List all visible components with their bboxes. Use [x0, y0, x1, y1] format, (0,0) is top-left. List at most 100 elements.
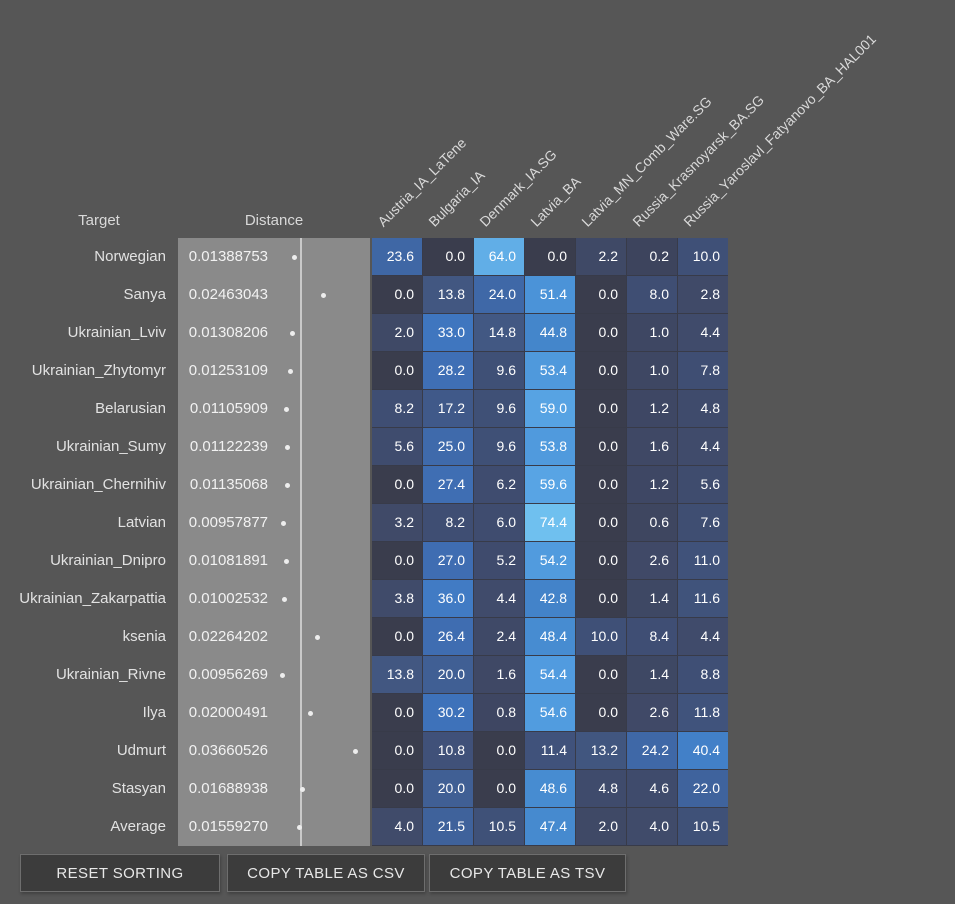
heatmap-cell: 64.0: [474, 238, 524, 275]
distance-dot: [308, 710, 314, 716]
heatmap-cell: 36.0: [423, 580, 473, 617]
heatmap-cell: 4.8: [576, 770, 626, 807]
heatmap-cell: 20.0: [423, 770, 473, 807]
heatmap-cell: 53.4: [525, 352, 575, 389]
heatmap-cell: 28.2: [423, 352, 473, 389]
heatmap-cell: 13.8: [423, 276, 473, 313]
distance-value: 0.02463043: [188, 286, 268, 303]
distance-value: 0.03660526: [188, 742, 268, 759]
distance-dot: [352, 748, 358, 754]
heatmap-cell: 5.2: [474, 542, 524, 579]
target-row-label: Ukrainian_Dnipro: [50, 552, 166, 569]
heatmap-cell: 0.0: [576, 314, 626, 351]
heatmap-cell: 10.0: [678, 238, 728, 275]
heatmap-cell: 5.6: [678, 466, 728, 503]
reset-sorting-button[interactable]: RESET SORTING: [20, 854, 220, 892]
heatmap-cell: 0.0: [372, 694, 422, 731]
heatmap-cell: 0.0: [576, 428, 626, 465]
heatmap-cell: 4.6: [627, 770, 677, 807]
admixture-heatmap: 23.6 0.0 64.0 0.0 2.2 0.2 10.0 0.0 13.8 24.0 51.4 0…: [372, 238, 728, 846]
heatmap-cell: 4.4: [474, 580, 524, 617]
distance-dot: [280, 520, 286, 526]
distance-value: 0.00956269: [188, 666, 268, 683]
heatmap-cell: 8.0: [627, 276, 677, 313]
target-row-label: Ukrainian_Sumy: [55, 438, 166, 455]
distance-dot: [284, 444, 290, 450]
heatmap-cell: 0.0: [576, 542, 626, 579]
target-row-label: Ukrainian_Rivne: [55, 666, 166, 683]
heatmap-cell: 2.0: [372, 314, 422, 351]
distance-column-header[interactable]: Distance: [244, 212, 304, 229]
heatmap-cell: 2.6: [627, 542, 677, 579]
heatmap-cell: 4.8: [678, 390, 728, 427]
target-row-label: Latvian: [117, 514, 166, 531]
heatmap-cell: 0.0: [372, 770, 422, 807]
heatmap-cell: 51.4: [525, 276, 575, 313]
distance-value: 0.01002532: [188, 590, 268, 607]
heatmap-cell: 0.0: [372, 466, 422, 503]
distance-value: 0.01135068: [189, 476, 268, 493]
heatmap-cell: 22.0: [678, 770, 728, 807]
heatmap-cell: 10.8: [423, 732, 473, 769]
target-row-label: Udmurt: [116, 742, 166, 759]
heatmap-cell: 42.8: [525, 580, 575, 617]
heatmap-cell: 0.0: [576, 656, 626, 693]
distance-value: 0.02000491: [188, 704, 268, 721]
heatmap-cell: 0.0: [474, 732, 524, 769]
target-row-label: ksenia: [122, 628, 166, 645]
target-column-header[interactable]: Target: [78, 212, 120, 229]
target-row-label: Sanya: [123, 286, 166, 303]
heatmap-cell: 4.4: [678, 618, 728, 655]
heatmap-cell: 21.5: [423, 808, 473, 845]
heatmap-cell: 48.6: [525, 770, 575, 807]
heatmap-cell: 7.8: [678, 352, 728, 389]
heatmap-cell: 5.6: [372, 428, 422, 465]
distance-value: 0.01105909: [189, 400, 268, 417]
target-row-label: Average: [110, 818, 166, 835]
heatmap-cell: 11.6: [678, 580, 728, 617]
average-distance-marker-line: [299, 238, 302, 846]
heatmap-cell: 20.0: [423, 656, 473, 693]
distance-value: 0.01308206: [188, 324, 268, 341]
distance-dot: [291, 254, 297, 260]
heatmap-cell: 0.0: [372, 618, 422, 655]
heatmap-cell: 10.0: [576, 618, 626, 655]
heatmap-cell: 2.6: [627, 694, 677, 731]
distance-dot: [280, 672, 286, 678]
heatmap-cell: 4.0: [627, 808, 677, 845]
heatmap-cell: 0.0: [576, 694, 626, 731]
heatmap-cell: 2.8: [678, 276, 728, 313]
heatmap-cell: 1.2: [627, 390, 677, 427]
distance-value: 0.01122239: [189, 438, 268, 455]
heatmap-cell: 6.2: [474, 466, 524, 503]
heatmap-cell: 54.2: [525, 542, 575, 579]
heatmap-cell: 24.2: [627, 732, 677, 769]
heatmap-cell: 0.0: [372, 732, 422, 769]
heatmap-cell: 54.6: [525, 694, 575, 731]
heatmap-cell: 0.8: [474, 694, 524, 731]
heatmap-cell: 4.0: [372, 808, 422, 845]
heatmap-cell: 1.4: [627, 580, 677, 617]
copy-table-csv-button[interactable]: COPY TABLE AS CSV: [227, 854, 425, 892]
heatmap-cell: 74.4: [525, 504, 575, 541]
heatmap-cell: 6.0: [474, 504, 524, 541]
heatmap-cell: 0.0: [576, 390, 626, 427]
heatmap-cell: 11.8: [678, 694, 728, 731]
distance-value: 0.02264202: [188, 628, 268, 645]
heatmap-cell: 1.0: [627, 314, 677, 351]
heatmap-cell: 8.8: [678, 656, 728, 693]
heatmap-cell: 48.4: [525, 618, 575, 655]
column-header-Austria_IA_LaTene[interactable]: Austria_IA_LaTene: [374, 134, 470, 230]
copy-table-tsv-button[interactable]: COPY TABLE AS TSV: [429, 854, 626, 892]
heatmap-cell: 1.4: [627, 656, 677, 693]
heatmap-cell: 3.8: [372, 580, 422, 617]
distance-panel: 0.01388753 0.02463043 0.01308206 0.01253109…: [178, 238, 370, 846]
heatmap-cell: 33.0: [423, 314, 473, 351]
column-header-Russia_Yaroslavl_Fatyanovo_BA_HAL001[interactable]: Russia_Yaroslavl_Fatyanovo_BA_HAL001: [680, 30, 880, 230]
heatmap-cell: 26.4: [423, 618, 473, 655]
heatmap-cell: 0.0: [576, 466, 626, 503]
heatmap-cell: 27.0: [423, 542, 473, 579]
heatmap-cell: 54.4: [525, 656, 575, 693]
target-row-label: Ukrainian_Zakarpattia: [19, 590, 166, 607]
heatmap-cell: 9.6: [474, 428, 524, 465]
